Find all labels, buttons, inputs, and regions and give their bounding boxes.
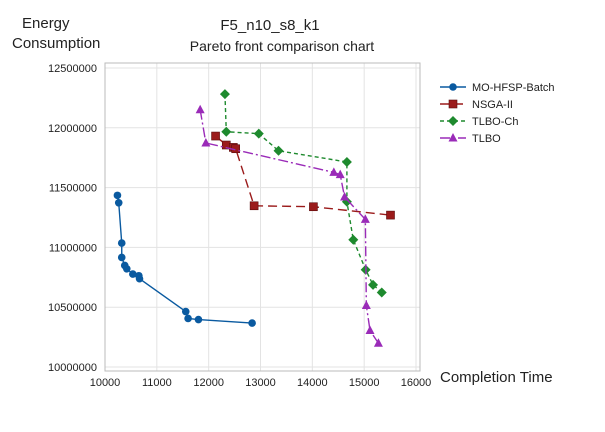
x-tick-label: 14000 [297, 377, 328, 389]
legend-item: MO-HFSP-Batch [440, 82, 555, 94]
legend-label: MO-HFSP-Batch [472, 82, 555, 94]
series-line [224, 94, 383, 294]
data-point [181, 307, 190, 316]
x-tick-label: 11000 [142, 377, 172, 389]
data-point [117, 239, 126, 247]
chart-subtitle: Pareto front comparison chart [190, 38, 375, 54]
legend-marker [448, 133, 458, 142]
series-tlbo-ch [219, 89, 387, 298]
data-point [248, 319, 256, 327]
data-point [195, 104, 205, 114]
data-point [386, 210, 395, 220]
series-tlbo [195, 104, 383, 347]
y-axis-label-line2: Consumption [12, 35, 100, 52]
legend-item: NSGA-II [440, 99, 513, 111]
y-tick-label: 11000000 [49, 242, 97, 254]
legend-marker [449, 83, 457, 91]
data-point [135, 274, 144, 283]
legend-marker [448, 99, 458, 109]
data-point [376, 287, 387, 298]
data-point [117, 253, 126, 262]
data-point [273, 145, 284, 156]
data-point [335, 169, 345, 179]
y-tick-label: 10000000 [48, 362, 97, 374]
data-point [341, 157, 352, 168]
data-point [368, 279, 379, 290]
data-point [129, 270, 137, 278]
data-point [253, 128, 264, 139]
x-tick-label: 10000 [90, 377, 121, 389]
y-tick-label: 10500000 [48, 302, 97, 314]
data-point [373, 338, 383, 347]
data-point [348, 234, 359, 245]
data-point [113, 191, 122, 200]
y-tick-label: 12500000 [48, 63, 97, 75]
data-point [249, 201, 259, 211]
x-tick-label: 13000 [245, 377, 276, 389]
data-point [194, 315, 203, 324]
data-point [201, 137, 211, 147]
y-tick-label: 11500000 [49, 183, 97, 195]
legend: MO-HFSP-Batch NSGA-II TLBO-Ch TLBO [440, 82, 555, 145]
data-point [114, 198, 123, 207]
x-axis-label: Completion Time [440, 369, 553, 386]
legend-marker [448, 116, 458, 126]
series-group [113, 89, 395, 347]
x-tick-label: 15000 [349, 377, 380, 389]
data-point [365, 325, 375, 335]
legend-label: TLBO-Ch [472, 116, 518, 128]
series-mo-hfsp-batch [113, 191, 256, 327]
legend-item: TLBO [440, 133, 501, 145]
plot-frame [104, 62, 421, 372]
data-point [211, 131, 220, 141]
legend-item: TLBO-Ch [440, 116, 518, 128]
data-point [329, 167, 339, 176]
series-line [116, 195, 253, 324]
data-point [340, 192, 350, 201]
x-tick-label: 12000 [193, 377, 224, 389]
data-point [122, 265, 131, 273]
y-axis-label-line1: Energy [22, 15, 70, 32]
series-nsga-ii [211, 131, 395, 220]
data-point [309, 202, 318, 212]
chart-title: F5_n10_s8_k1 [220, 17, 319, 34]
legend-label: TLBO [472, 133, 501, 145]
data-point [219, 89, 230, 100]
grid [104, 63, 420, 371]
tick-labels: 10000 11000 12000 13000 14000 15000 16000 10000… [48, 63, 431, 389]
data-point [221, 126, 232, 137]
x-tick-label: 16000 [401, 377, 432, 389]
legend-label: NSGA-II [472, 99, 513, 111]
data-point [184, 314, 192, 323]
data-point [360, 214, 370, 223]
y-tick-label: 12000000 [48, 123, 97, 135]
data-point [361, 300, 371, 310]
